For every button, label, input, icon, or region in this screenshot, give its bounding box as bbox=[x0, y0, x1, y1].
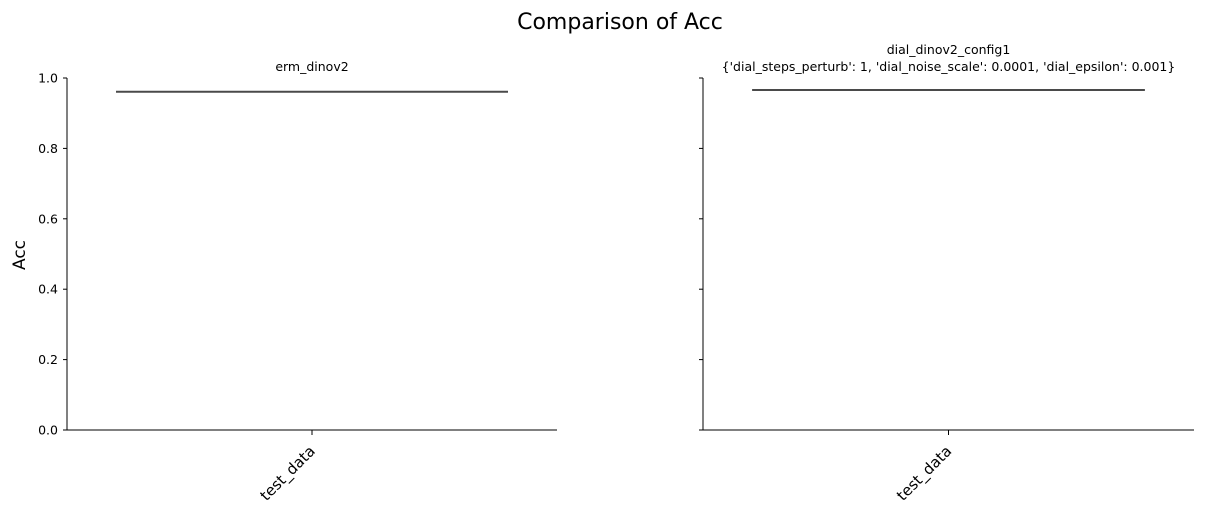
panel-2: dial_dinov2_config1 {'dial_steps_perturb'… bbox=[699, 42, 1194, 505]
panel-title-line: dial_dinov2_config1 bbox=[887, 42, 1011, 57]
y-axis-label: Acc bbox=[10, 240, 30, 270]
panel-title-line: erm_dinov2 bbox=[275, 59, 348, 74]
y-tick-label: 0.0 bbox=[38, 423, 58, 438]
y-tick-label: 0.8 bbox=[38, 141, 58, 156]
panel-1: 0.0 0.2 0.4 0.6 0.8 1.0 erm_dinov2 test_data bbox=[38, 59, 557, 505]
panels: 0.00.20.40.60.81.0erm_dinov2test_datadia… bbox=[38, 42, 1194, 505]
chart-title: Comparison of Acc bbox=[517, 10, 723, 35]
x-tick-label: test_data bbox=[257, 442, 320, 505]
y-tick-label: 0.6 bbox=[38, 211, 58, 226]
panel-title-line: {'dial_steps_perturb': 1, 'dial_noise_sc… bbox=[722, 59, 1176, 74]
y-tick-label: 0.2 bbox=[38, 352, 58, 367]
y-tick-label: 0.4 bbox=[38, 282, 58, 297]
y-tick-label: 1.0 bbox=[38, 71, 58, 86]
x-tick-label: test_data bbox=[893, 442, 956, 505]
